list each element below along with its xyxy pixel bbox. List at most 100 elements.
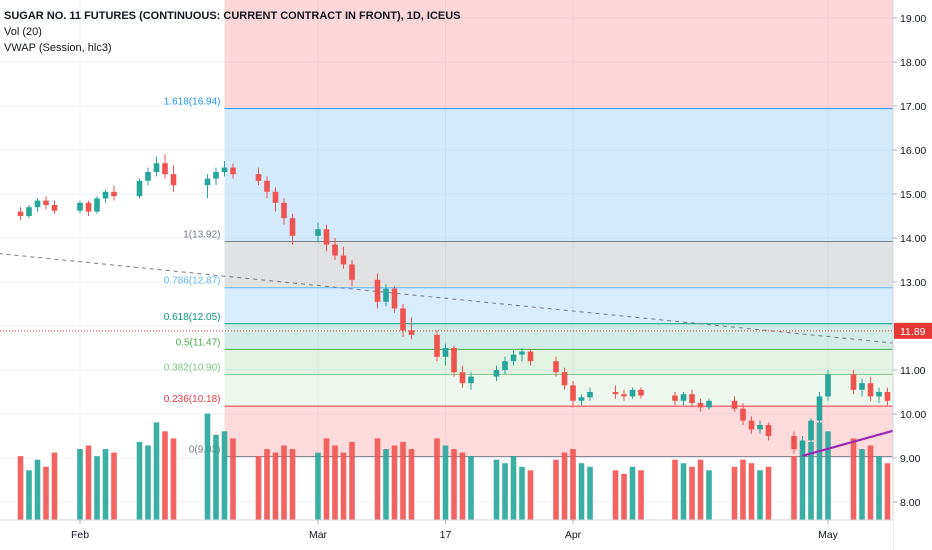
price-axis [893, 0, 932, 550]
candle-body [408, 330, 415, 335]
fib-level-label: 0.618(12.05) [164, 312, 221, 323]
candle-body [884, 392, 891, 401]
candle-body [289, 218, 296, 236]
candle-body [77, 202, 83, 211]
candle-body [561, 372, 568, 386]
candle-body [213, 172, 219, 179]
volume-bar [391, 445, 398, 520]
price-tick-label: 16.00 [900, 145, 926, 157]
price-tick-label: 19.00 [900, 13, 926, 25]
volume-bar [34, 459, 41, 520]
candle-body [459, 372, 466, 384]
candle-body [255, 174, 262, 181]
volume-bar [629, 466, 636, 520]
volume-bar [400, 441, 406, 520]
volume-bar [85, 445, 92, 520]
candle-body [434, 334, 440, 357]
candle-body [400, 308, 406, 331]
fib-level-label: 0(9.03) [189, 445, 221, 456]
candle-body [136, 180, 143, 197]
candle-body [850, 374, 857, 390]
volume-bar [791, 456, 797, 520]
volume-bar [77, 449, 83, 520]
candle-body [170, 174, 177, 186]
volume-bar [578, 463, 585, 520]
candle-body [323, 229, 330, 245]
volume-bar [570, 449, 576, 520]
candle-body [612, 392, 619, 395]
chart-legend: SUGAR NO. 11 FUTURES (CONTINUOUS: CURREN… [4, 8, 461, 56]
candle-body [102, 191, 109, 199]
fib-zone [224, 323, 893, 350]
fib-zone [224, 0, 893, 109]
candle-body [553, 361, 559, 373]
fib-zone [224, 241, 893, 288]
volume-bar [825, 431, 831, 520]
candle-body [731, 400, 738, 409]
fib-level-label: 1(13.92) [183, 230, 220, 241]
candle-body [689, 394, 695, 403]
volume-bar [374, 438, 381, 520]
volume-bar [706, 470, 712, 520]
volume-bar [26, 470, 32, 520]
candle-body [706, 400, 712, 408]
volume-bar [349, 441, 355, 520]
price-tick-label: 10.00 [900, 409, 926, 421]
chart-title: SUGAR NO. 11 FUTURES (CONTINUOUS: CURREN… [4, 10, 461, 22]
candle-body [765, 425, 772, 436]
candle-body [111, 191, 117, 197]
volume-bar [850, 438, 857, 520]
volume-bar [689, 466, 695, 520]
candle-body [272, 191, 279, 203]
last-price-tag [894, 322, 932, 339]
candle-body [672, 395, 678, 401]
volume-bar [255, 456, 262, 520]
candle-body [383, 288, 389, 302]
candle-body [94, 198, 100, 212]
fib-level-label: 0.236(10.18) [164, 394, 221, 405]
volume-bar [527, 470, 534, 520]
time-axis [0, 520, 893, 550]
candle-body [145, 172, 151, 181]
candle-body [519, 351, 525, 355]
volume-bar [680, 463, 687, 520]
fib-zone [224, 108, 893, 242]
time-tick-label: 17 [440, 529, 452, 541]
candle-body [757, 425, 763, 430]
candle-body [816, 396, 823, 421]
candle-body [825, 374, 831, 397]
price-tick-label: 15.00 [900, 189, 926, 201]
volume-bar [502, 463, 508, 520]
candle-body [799, 440, 806, 450]
volume-bar [111, 452, 117, 520]
volume-bar [221, 431, 228, 520]
time-tick-label: Apr [565, 529, 582, 541]
candle-body [876, 392, 882, 397]
candle-body [281, 202, 287, 219]
candle-body [315, 229, 321, 236]
volume-bar [323, 438, 330, 520]
volume-bar [748, 463, 755, 520]
volume-bar [519, 466, 525, 520]
volume-bar [162, 431, 168, 520]
volume-bar [561, 452, 568, 520]
volume-bar [102, 449, 109, 520]
candle-body [34, 200, 41, 208]
volume-bar [213, 434, 219, 520]
volume-bar [638, 470, 644, 520]
volume-bar [408, 449, 415, 520]
candle-body [221, 167, 228, 172]
volume-bar [697, 459, 704, 520]
volume-bar [281, 445, 287, 520]
volume-bar [340, 452, 347, 520]
candle-body [621, 394, 627, 397]
volume-bar [808, 441, 814, 520]
volume-bar [332, 445, 338, 520]
candle-body [859, 383, 865, 390]
volume-bar [468, 456, 474, 520]
time-tick-label: Feb [71, 529, 89, 541]
candle-body [204, 178, 211, 186]
volume-bar [587, 466, 593, 520]
candle-body [153, 163, 160, 172]
